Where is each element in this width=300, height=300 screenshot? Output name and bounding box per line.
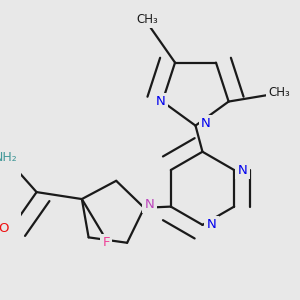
Text: O: O (0, 222, 9, 235)
Text: N: N (156, 95, 166, 108)
Text: N: N (206, 218, 216, 231)
Text: CH₃: CH₃ (136, 13, 158, 26)
Text: NH₂: NH₂ (0, 151, 17, 164)
Text: N: N (238, 164, 248, 176)
Text: N: N (201, 117, 211, 130)
Text: CH₃: CH₃ (268, 86, 290, 99)
Text: F: F (103, 236, 110, 249)
Text: N: N (145, 198, 154, 211)
